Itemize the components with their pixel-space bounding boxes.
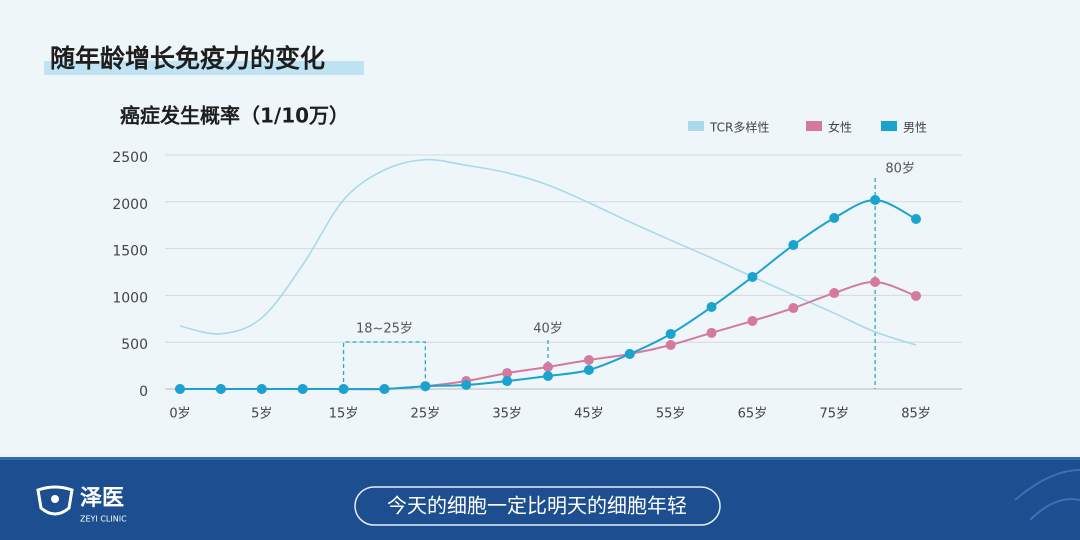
y-tick-label: 1000 (112, 290, 148, 306)
data-point (747, 315, 758, 326)
x-tick-label: 35岁 (492, 407, 522, 422)
x-tick-label: 5岁 (251, 407, 272, 422)
y-tick-label: 2000 (112, 197, 148, 213)
legend-swatch (806, 121, 822, 131)
data-point (829, 212, 840, 223)
data-point (911, 214, 921, 225)
annotation-box (342, 341, 426, 389)
data-point (502, 368, 513, 379)
data-point (420, 381, 431, 392)
x-tick-label: 55岁 (656, 407, 686, 422)
legend-label: 女性 (828, 120, 852, 135)
data-point (911, 290, 921, 301)
data-point (215, 384, 226, 394)
plot: 0 500 1000 1500 2000 2500 0岁 5岁 15岁 25岁 35岁 45岁 55岁 6… (112, 120, 962, 422)
data-point (706, 302, 717, 313)
x-tick-label: 45岁 (574, 407, 604, 422)
logo-subtext: ZEYI CLINIC (80, 515, 127, 524)
data-point (665, 340, 676, 351)
data-point (665, 328, 676, 339)
chart-title: 癌症发生概率（1/10万） (120, 104, 349, 128)
series-line (179, 158, 917, 346)
data-point (583, 354, 594, 365)
x-tick-label: 85岁 (901, 407, 931, 422)
data-point (543, 370, 553, 381)
x-tick-label: 65岁 (738, 407, 768, 422)
slogan: 今天的细胞一定比明天的细胞年轻 (387, 494, 687, 518)
y-tick-label: 2500 (112, 150, 148, 166)
logo-text: 泽医 (80, 486, 124, 511)
legend-swatch (881, 121, 897, 131)
annotation: 40岁 (533, 322, 563, 337)
x-tick-label: 25岁 (411, 407, 441, 422)
y-tick-label: 500 (121, 337, 148, 353)
data-point (583, 364, 594, 375)
data-point (829, 288, 840, 299)
data-point (624, 348, 635, 359)
data-point (461, 379, 472, 390)
title-highlight (44, 61, 364, 75)
x-tick-label: 15岁 (329, 407, 359, 422)
slogan-pill (354, 486, 721, 526)
data-point (297, 384, 308, 394)
data-point (502, 376, 513, 387)
data-point (543, 362, 553, 373)
legend-swatch (688, 121, 704, 131)
data-point (788, 303, 799, 314)
data-point (256, 384, 267, 394)
footer-decoration (1014, 469, 1080, 521)
data-point (379, 384, 390, 394)
data-point (788, 240, 799, 251)
footer-edge (0, 457, 1080, 460)
data-point (870, 195, 881, 206)
legend-label: TCR多样性 (709, 120, 769, 135)
x-tick-label: 75岁 (819, 407, 849, 422)
legend-label: 男性 (903, 121, 927, 135)
y-tick-label: 0 (139, 384, 148, 400)
data-point (175, 384, 185, 394)
y-tick-label: 1500 (112, 244, 148, 260)
data-point (706, 327, 717, 338)
annotation: 80岁 (885, 162, 915, 177)
page-title: 随年龄增长免疫力的变化 (50, 44, 325, 73)
logo-shield (36, 485, 74, 516)
logo-eye (51, 495, 59, 503)
data-point (870, 277, 881, 288)
x-tick-label: 0岁 (169, 407, 190, 422)
data-point (338, 384, 349, 394)
footer-band (0, 457, 1080, 540)
data-point (747, 271, 758, 282)
annotation: 18~25岁 (356, 322, 413, 337)
